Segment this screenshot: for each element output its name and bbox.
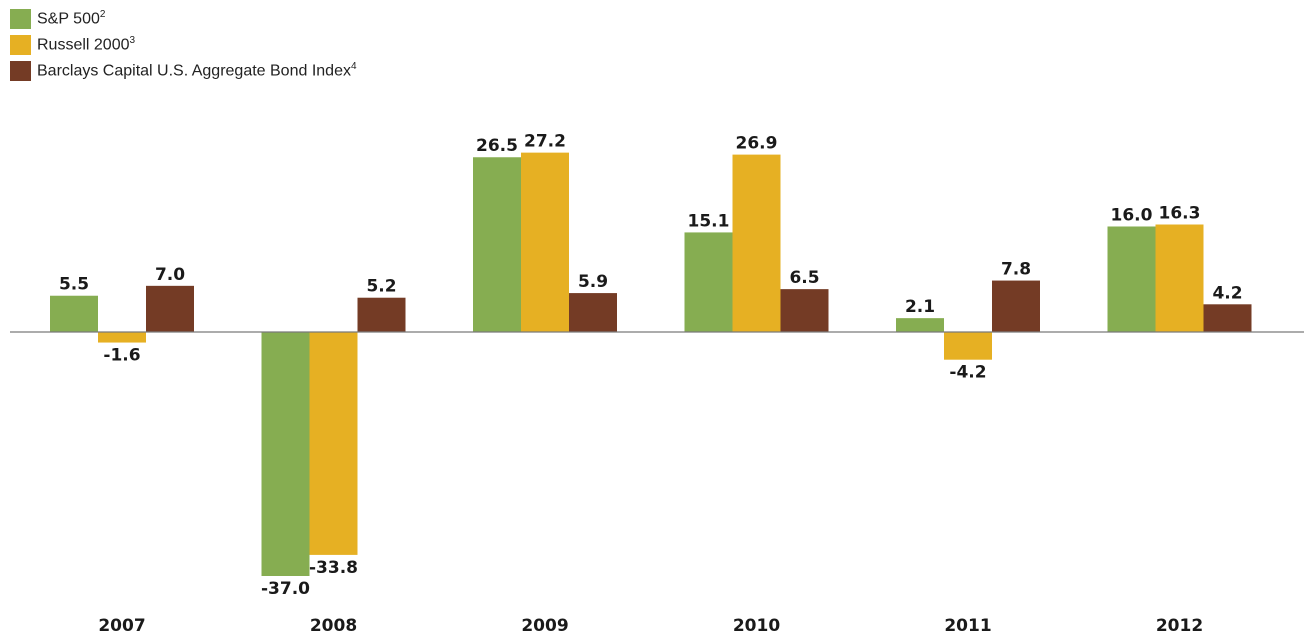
bar-russell2000-2008 <box>309 332 358 555</box>
bar-barclays-2012 <box>1203 304 1252 332</box>
value-label-russell2000-2008: -33.8 <box>309 558 358 578</box>
legend-label-sp500: S&P 5002 <box>37 9 106 28</box>
bar-sp500-2010 <box>684 232 733 332</box>
value-label-sp500-2009: 26.5 <box>476 136 518 156</box>
legend-swatch-russell2000 <box>10 35 31 55</box>
bar-russell2000-2011 <box>944 332 992 360</box>
legend-label-barclays: Barclays Capital U.S. Aggregate Bond Ind… <box>37 61 357 80</box>
value-label-sp500-2011: 2.1 <box>905 297 935 317</box>
value-label-barclays-2008: 5.2 <box>366 277 396 297</box>
category-label-2012: 2012 <box>1156 616 1203 636</box>
bar-sp500-2009 <box>473 157 521 332</box>
bar-barclays-2007 <box>146 285 194 332</box>
value-label-russell2000-2010: 26.9 <box>736 134 778 154</box>
bar-sp500-2008 <box>261 332 310 576</box>
bar-sp500-2007 <box>50 295 98 332</box>
category-label-2011: 2011 <box>944 616 991 636</box>
value-label-barclays-2012: 4.2 <box>1212 283 1242 303</box>
legend-label-russell2000: Russell 20003 <box>37 35 136 54</box>
bar-russell2000-2012 <box>1155 224 1204 332</box>
value-label-sp500-2007: 5.5 <box>59 275 89 295</box>
legend-swatch-sp500 <box>10 9 31 29</box>
bar-barclays-2011 <box>992 280 1040 332</box>
bar-russell2000-2007 <box>98 332 146 343</box>
legend-item-barclays: Barclays Capital U.S. Aggregate Bond Ind… <box>10 58 357 84</box>
legend-item-sp500: S&P 5002 <box>10 6 357 32</box>
bar-barclays-2010 <box>780 289 829 332</box>
value-label-sp500-2008: -37.0 <box>261 579 310 599</box>
bar-barclays-2008 <box>357 297 406 332</box>
value-label-russell2000-2011: -4.2 <box>949 363 986 383</box>
bar-barclays-2009 <box>569 293 617 332</box>
chart-legend: S&P 5002 Russell 20003 Barclays Capital … <box>10 6 357 84</box>
value-label-barclays-2010: 6.5 <box>789 268 819 288</box>
value-label-russell2000-2007: -1.6 <box>103 346 140 366</box>
category-label-2008: 2008 <box>310 616 357 636</box>
value-label-russell2000-2012: 16.3 <box>1159 204 1201 224</box>
value-label-sp500-2010: 15.1 <box>688 211 730 231</box>
value-label-sp500-2012: 16.0 <box>1111 205 1153 225</box>
category-label-2009: 2009 <box>521 616 568 636</box>
value-label-barclays-2011: 7.8 <box>1001 260 1031 280</box>
value-label-barclays-2007: 7.0 <box>155 265 185 285</box>
bar-russell2000-2010 <box>732 154 781 332</box>
value-label-barclays-2009: 5.9 <box>578 272 608 292</box>
value-label-russell2000-2009: 27.2 <box>524 132 566 152</box>
bar-russell2000-2009 <box>521 152 569 332</box>
legend-swatch-barclays <box>10 61 31 81</box>
bar-sp500-2011 <box>896 318 944 332</box>
category-label-2007: 2007 <box>98 616 145 636</box>
legend-item-russell2000: Russell 20003 <box>10 32 357 58</box>
category-label-2010: 2010 <box>733 616 780 636</box>
bar-sp500-2012 <box>1107 226 1156 332</box>
